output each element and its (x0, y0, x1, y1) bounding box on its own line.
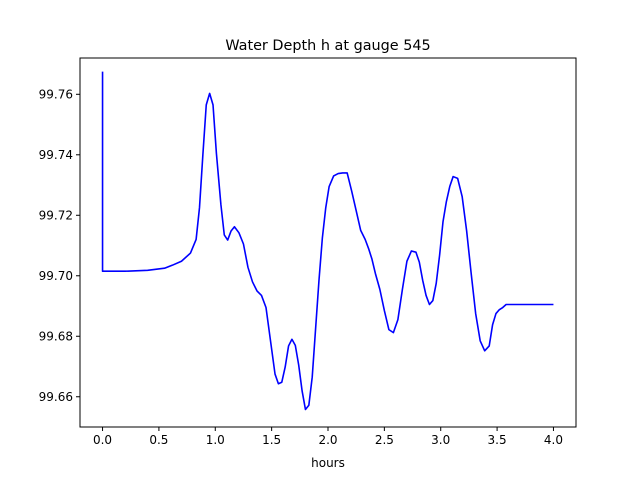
y-tick-label: 99.76 (39, 87, 73, 101)
x-tick-label: 0.5 (149, 433, 168, 447)
y-tick-label: 99.70 (39, 269, 73, 283)
x-tick-label: 1.5 (262, 433, 281, 447)
x-tick-label: 2.0 (318, 433, 337, 447)
plot-frame (79, 57, 577, 428)
x-tick-label: 3.0 (431, 433, 450, 447)
x-tick-label: 0.0 (93, 433, 112, 447)
y-axis: 99.66 99.68 99.70 99.72 99.74 99.76 (39, 87, 80, 404)
y-tick-label: 99.72 (39, 208, 73, 222)
x-tick-label: 3.5 (488, 433, 507, 447)
y-tick-label: 99.66 (39, 390, 73, 404)
plot-area (101, 71, 554, 411)
x-axis: 0.0 0.5 1.0 1.5 2.0 2.5 3.0 3.5 4.0 (93, 427, 563, 447)
x-tick-label: 2.5 (375, 433, 394, 447)
series-line-0 (101, 71, 554, 411)
x-axis-label: hours (311, 456, 345, 470)
chart-title: Water Depth h at gauge 545 (225, 38, 430, 54)
y-tick-label: 99.74 (39, 148, 73, 162)
y-tick-label: 99.68 (39, 329, 73, 343)
x-tick-label: 1.0 (206, 433, 225, 447)
x-tick-label: 4.0 (544, 433, 563, 447)
